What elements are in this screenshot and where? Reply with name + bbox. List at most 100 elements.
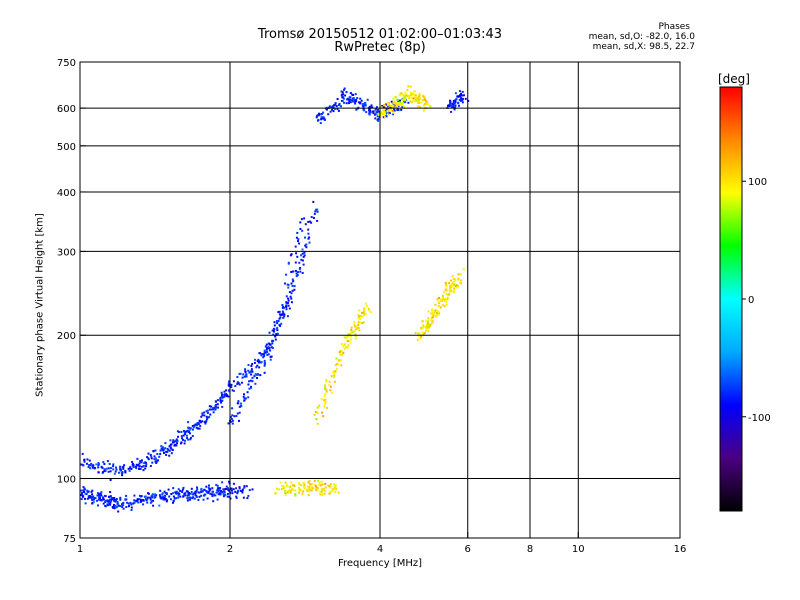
data-point xyxy=(267,346,270,349)
data-point xyxy=(170,493,173,495)
data-point xyxy=(282,312,285,315)
data-point xyxy=(318,112,320,115)
data-point xyxy=(230,418,233,420)
data-point xyxy=(234,490,237,493)
data-point xyxy=(372,112,375,115)
data-point xyxy=(324,393,327,396)
data-point xyxy=(165,500,168,503)
data-point xyxy=(132,502,135,505)
data-point xyxy=(299,270,302,273)
data-point xyxy=(324,486,327,489)
data-point xyxy=(99,492,102,495)
data-point xyxy=(437,301,440,304)
data-point xyxy=(189,496,191,499)
data-point xyxy=(442,298,445,301)
y-tick-label: 100 xyxy=(57,475,76,486)
data-point xyxy=(387,111,390,114)
data-point xyxy=(386,107,389,110)
data-point xyxy=(130,509,133,511)
data-point xyxy=(333,372,336,374)
data-point xyxy=(100,491,103,494)
data-point xyxy=(319,491,322,494)
data-point xyxy=(316,219,319,222)
data-point xyxy=(303,251,306,253)
data-point xyxy=(344,94,347,97)
y-tick-label: 400 xyxy=(57,188,76,199)
data-point xyxy=(368,110,371,113)
data-point xyxy=(432,313,435,316)
data-point xyxy=(339,359,342,362)
data-point xyxy=(227,384,230,387)
data-point xyxy=(139,467,142,470)
data-point xyxy=(196,422,199,424)
data-point xyxy=(287,299,290,302)
data-point xyxy=(278,310,281,313)
data-point xyxy=(275,327,278,330)
data-point xyxy=(260,354,263,357)
data-point xyxy=(370,104,373,107)
data-point xyxy=(241,381,243,384)
data-point xyxy=(341,100,344,103)
data-point xyxy=(413,94,416,96)
data-point xyxy=(221,393,224,396)
data-point xyxy=(346,98,349,101)
data-point xyxy=(313,212,316,215)
data-point xyxy=(111,506,114,508)
data-point xyxy=(147,452,150,455)
phase-legend-o: mean, sd,O: -82.0, 16.0 xyxy=(588,32,695,42)
data-point xyxy=(338,492,340,495)
data-point xyxy=(396,102,398,105)
data-point xyxy=(109,470,112,473)
data-point xyxy=(354,335,357,337)
data-point xyxy=(110,497,113,500)
data-point xyxy=(455,97,458,100)
data-point xyxy=(447,104,449,107)
data-point xyxy=(286,315,289,318)
data-point xyxy=(426,322,429,325)
data-point xyxy=(398,103,401,106)
data-point xyxy=(224,394,227,397)
data-point xyxy=(242,496,245,499)
data-point xyxy=(287,297,290,300)
data-point xyxy=(364,302,367,305)
data-point xyxy=(193,497,196,500)
data-point xyxy=(125,494,128,497)
data-point xyxy=(385,115,388,118)
data-point xyxy=(266,351,269,353)
data-point xyxy=(172,492,174,495)
data-point xyxy=(216,487,219,490)
data-point xyxy=(320,116,323,119)
data-point xyxy=(418,98,421,101)
data-point xyxy=(271,342,274,345)
data-point xyxy=(328,106,331,108)
data-point xyxy=(383,104,386,107)
data-point xyxy=(332,488,335,491)
data-point xyxy=(253,375,256,378)
data-point xyxy=(342,93,345,96)
data-point xyxy=(226,495,229,498)
data-point xyxy=(222,492,225,495)
data-point xyxy=(349,338,352,341)
data-point xyxy=(156,453,159,455)
data-point xyxy=(136,457,139,460)
data-point xyxy=(349,341,352,344)
data-point xyxy=(457,101,460,104)
data-point xyxy=(303,486,305,489)
data-point xyxy=(247,396,250,399)
data-point xyxy=(418,95,421,98)
data-point xyxy=(422,109,425,112)
data-point xyxy=(425,325,428,328)
data-point xyxy=(291,487,294,490)
data-point xyxy=(112,468,115,471)
data-point xyxy=(340,94,343,97)
colorbar-tick-label: -100 xyxy=(748,413,771,424)
data-point xyxy=(251,363,254,365)
data-point xyxy=(100,499,103,501)
data-point xyxy=(452,281,455,284)
data-point xyxy=(221,405,224,408)
x-tick-label: 6 xyxy=(465,544,471,555)
data-point xyxy=(80,489,83,492)
data-point xyxy=(281,485,283,487)
data-point xyxy=(284,481,287,484)
data-point xyxy=(189,427,192,430)
